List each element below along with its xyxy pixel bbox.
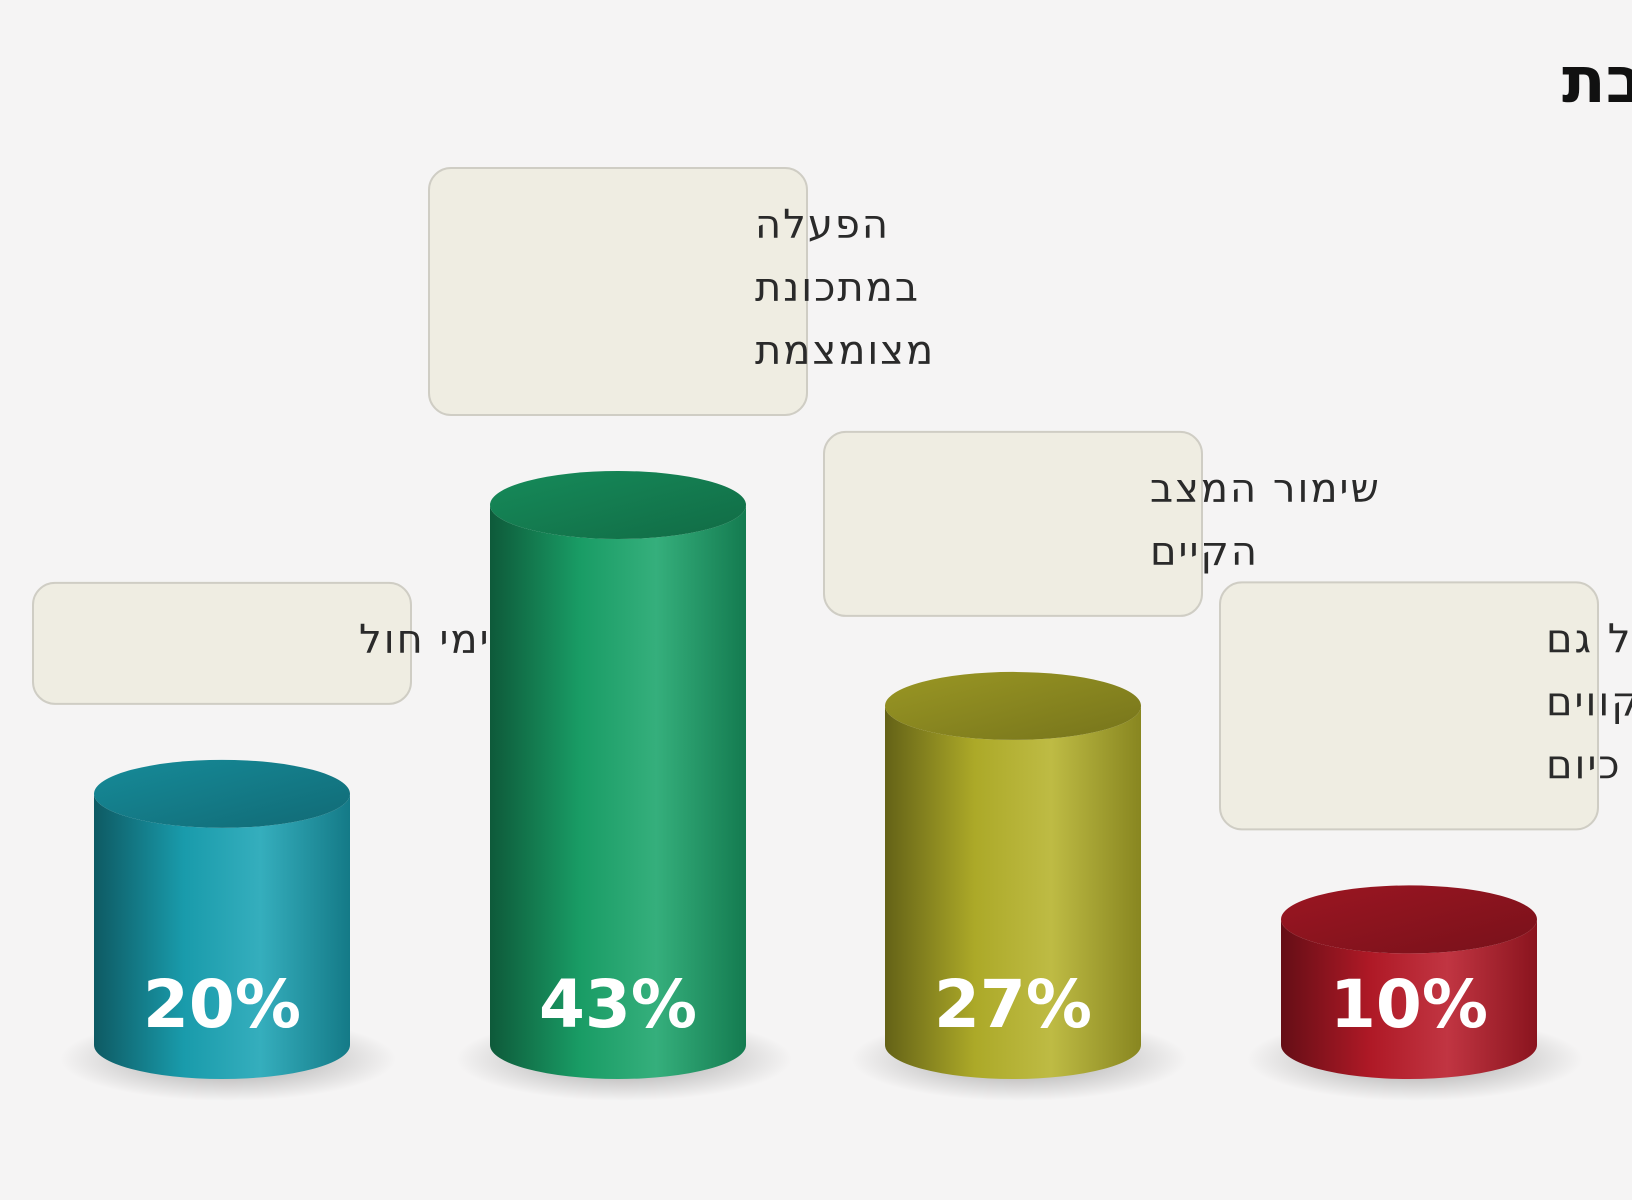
value-label: 43%	[539, 966, 697, 1043]
category-label-box	[1219, 581, 1599, 831]
category-label: לבטל גם	[1546, 616, 1632, 662]
bar	[1281, 919, 1537, 1079]
bar-group: 10% לבטל גם את הקווים הקיימים כיום	[1219, 581, 1632, 1101]
category-label: במתכונת	[755, 265, 920, 311]
category-label: הקיים	[1150, 529, 1259, 575]
bar-top	[490, 471, 746, 539]
value-label: 10%	[1330, 966, 1488, 1043]
category-label: מצומצמת	[755, 328, 935, 374]
bar-top	[885, 671, 1141, 740]
bar-top	[94, 759, 350, 828]
chart-title: תחבורה ציבורית בשבת	[1562, 44, 1632, 118]
category-label: הקיימים כיום	[1546, 742, 1632, 788]
bar	[94, 793, 350, 1079]
bar-top	[1281, 885, 1537, 954]
category-label: הפעלה	[755, 202, 890, 248]
category-label-box	[32, 581, 412, 705]
category-label-box	[428, 167, 808, 416]
bar	[885, 705, 1141, 1079]
bar-group: 27% שימור המצב הקיים	[823, 430, 1381, 1101]
bars-layer: 20%כמו בימי חול43%הפעלהבמתכונתמצומצמת27%…	[32, 167, 1632, 1101]
category-label: את הקווים	[1546, 679, 1632, 725]
value-label: 20%	[143, 966, 301, 1043]
value-label: 27%	[934, 966, 1092, 1043]
bar	[490, 505, 746, 1079]
bar-group: 43% הפעלה במתכונת מצומצמת	[428, 167, 935, 1101]
category-label: שימור המצב	[1150, 466, 1381, 512]
category-label-box	[823, 430, 1203, 617]
